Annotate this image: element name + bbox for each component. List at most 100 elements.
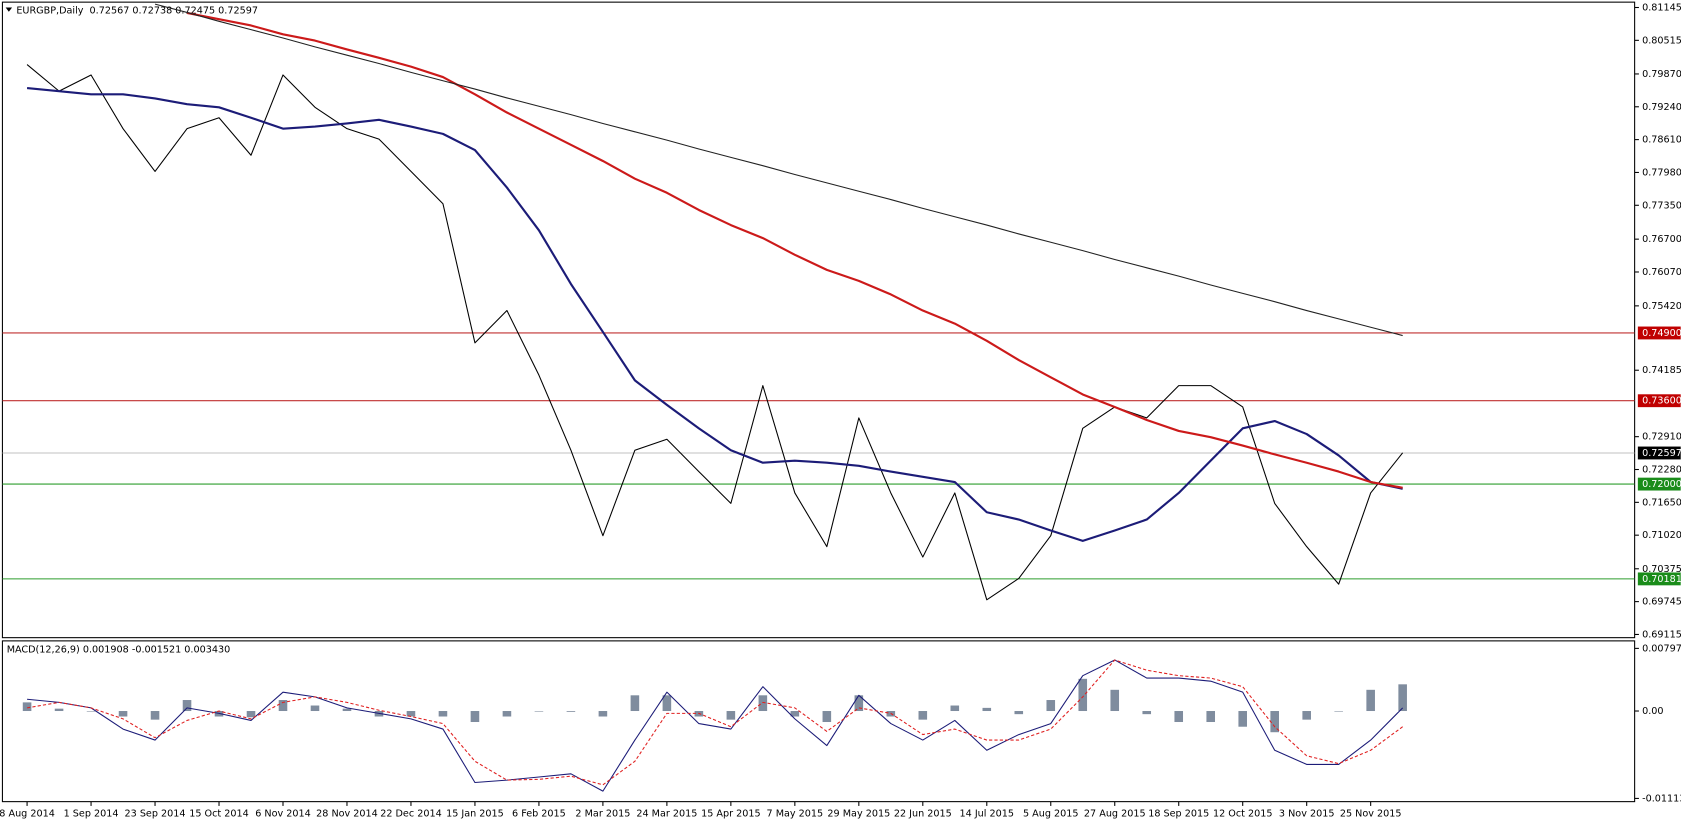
x-tick-label: 7 May 2015: [767, 808, 824, 819]
histogram-bar: [1142, 711, 1152, 715]
y-tick-label: 0.77980: [1642, 167, 1681, 178]
y-tick-label: 0.70375: [1642, 564, 1681, 575]
histogram-bar: [1238, 711, 1247, 727]
x-tick-label: 3 Nov 2015: [1279, 808, 1335, 819]
histogram-bar: [278, 700, 288, 712]
x-tick-label: 25 Nov 2015: [1340, 808, 1402, 819]
x-tick-label: 28 Nov 2014: [316, 808, 378, 819]
histogram-bar: [534, 711, 544, 712]
x-tick-label: 1 Sep 2014: [64, 808, 119, 819]
x-tick-label: 23 Sep 2014: [125, 808, 186, 819]
x-tick-label: 29 May 2015: [827, 808, 890, 819]
main-panel: [1, 1, 1636, 639]
level-label: 0.72000: [1642, 479, 1681, 490]
level-label-bg: [1637, 477, 1681, 491]
y-tick-label: 0.79870: [1642, 69, 1681, 80]
y-tick-label: 0.71020: [1642, 530, 1681, 541]
y-tick-label: 0.007976: [1642, 643, 1681, 654]
chart-title: EURGBP,Daily 0.72567 0.72738 0.72475 0.7…: [16, 6, 258, 17]
y-tick-label: 0.69745: [1642, 597, 1681, 608]
x-tick-label: 6 Nov 2014: [255, 808, 311, 819]
x-tick-label: 24 Mar 2015: [636, 808, 697, 819]
y-tick-label: -0.011131: [1642, 793, 1681, 804]
x-tick-label: 18 Sep 2015: [1148, 808, 1209, 819]
histogram-bar: [950, 705, 960, 712]
series-line: [154, 3, 1403, 337]
level-label: 0.74900: [1642, 328, 1681, 339]
histogram-bar: [566, 711, 576, 712]
histogram-bar: [790, 711, 800, 717]
series-line: [26, 64, 1404, 601]
series-line: [26, 659, 1403, 786]
histogram-bar: [1366, 689, 1375, 712]
histogram-bar: [1078, 678, 1088, 712]
y-tick-label: 0.79240: [1642, 102, 1681, 113]
histogram-bar: [1014, 711, 1024, 715]
macd-title: MACD(12,26,9) 0.001908 -0.001521 0.00343…: [7, 644, 231, 655]
histogram-bar: [438, 711, 448, 717]
y-tick-label: 0.77350: [1642, 200, 1681, 211]
series-line: [26, 86, 1403, 542]
histogram-bar: [86, 711, 96, 712]
histogram-bar: [726, 711, 736, 720]
histogram-bar: [918, 711, 928, 720]
y-tick-label: 0.71650: [1642, 497, 1681, 508]
histogram-bar: [310, 705, 320, 712]
level-label-bg: [1637, 394, 1681, 408]
y-tick-label: 0.72910: [1642, 432, 1681, 443]
histogram-bar: [1046, 700, 1056, 712]
x-tick-label: 14 Jul 2015: [960, 808, 1014, 819]
series-line: [186, 11, 1403, 489]
level-label-bg: [1637, 572, 1681, 586]
y-tick-label: 0.00: [1642, 706, 1663, 717]
x-tick-label: 5 Aug 2015: [1023, 808, 1079, 819]
y-tick-label: 0.78610: [1642, 135, 1681, 146]
y-tick-label: 0.81145: [1642, 3, 1681, 14]
histogram-bar: [150, 711, 160, 720]
histogram-bar: [1206, 711, 1216, 723]
histogram-bar: [406, 711, 416, 717]
x-tick-label: 22 Jun 2015: [894, 808, 952, 819]
level-label: 0.73600: [1642, 396, 1681, 407]
y-tick-label: 0.74185: [1642, 365, 1681, 376]
histogram-bar: [246, 711, 256, 718]
histogram-bar: [54, 708, 64, 712]
histogram-bar: [758, 695, 768, 712]
macd-panel: [1, 640, 1636, 803]
y-tick-label: 0.80515: [1642, 35, 1681, 46]
histogram-bar: [1110, 689, 1120, 712]
histogram-bar: [22, 702, 32, 712]
histogram-bar: [662, 695, 672, 712]
axes: 0.81145 0.80515 0.79870 0.79240 0.78610 0.779…: [0, 3, 1681, 820]
histogram-bar: [822, 711, 832, 723]
y-tick-label: 0.69115: [1642, 629, 1681, 640]
x-tick-label: 12 Oct 2015: [1213, 808, 1273, 819]
x-tick-label: 6 Feb 2015: [512, 808, 566, 819]
x-tick-label: 8 Aug 2014: [0, 808, 55, 819]
histogram-bar: [1174, 711, 1184, 723]
x-tick-label: 22 Dec 2014: [380, 808, 442, 819]
histogram-bar: [470, 711, 480, 723]
histogram-bar: [630, 695, 640, 712]
histogram-bar: [598, 711, 608, 717]
level-label-bg: [1637, 326, 1681, 340]
histogram-bar: [118, 711, 128, 717]
histogram-bar: [1334, 711, 1343, 712]
menu-triangle[interactable]: [5, 7, 13, 12]
x-tick-label: 15 Jan 2015: [446, 808, 504, 819]
y-tick-label: 0.75420: [1642, 301, 1681, 312]
histogram-bar: [1270, 711, 1279, 733]
level-label: 0.72597: [1642, 448, 1681, 459]
level-label: 0.70181: [1642, 574, 1681, 585]
x-tick-label: 15 Oct 2014: [189, 808, 249, 819]
series-line: [27, 659, 1404, 792]
macd-plot: [22, 659, 1407, 792]
level-label-bg: [1637, 446, 1681, 460]
y-tick-label: 0.72280: [1642, 465, 1681, 476]
y-tick-label: 0.76070: [1642, 267, 1681, 278]
x-tick-label: 15 Apr 2015: [701, 808, 761, 819]
histogram-bar: [982, 707, 992, 712]
